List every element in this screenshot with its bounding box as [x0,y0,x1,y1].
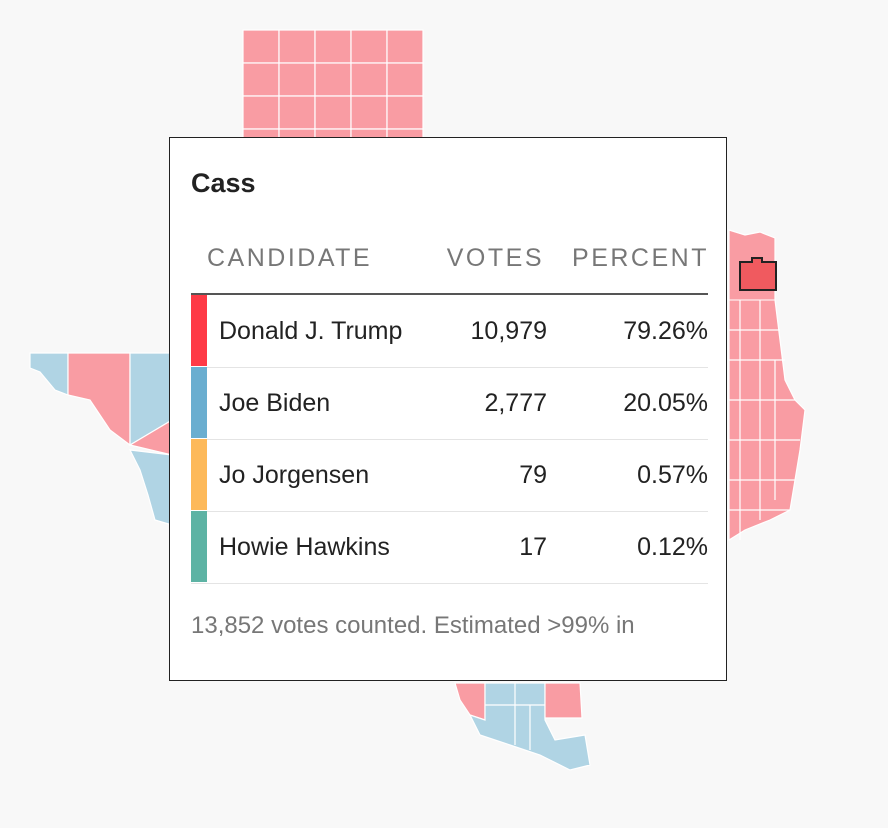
candidate-percent: 79.26% [623,317,708,345]
county-name: Cass [191,168,256,198]
result-row: Joe Biden 2,777 20.05% [191,367,708,440]
candidate-percent: 20.05% [623,389,708,417]
candidate-swatch [191,367,207,438]
county [278,62,316,97]
candidate-votes: 79 [519,461,547,489]
header-votes: VOTES [446,244,544,272]
county [350,62,388,97]
candidate-name: Donald J. Trump [219,317,403,345]
west-counties [29,352,173,526]
county [242,29,280,64]
candidate-name: Jo Jorgensen [219,461,370,489]
candidate-percent: 0.57% [637,461,708,489]
candidate-votes: 2,777 [484,389,547,417]
header-percent: PERCENT [572,244,709,272]
county [350,29,388,64]
candidate-name: Howie Hawkins [219,533,390,561]
county [242,95,280,130]
county [386,62,424,97]
footer-note: 13,852 votes counted. Estimated >99% in [191,612,635,639]
result-row: Jo Jorgensen 79 0.57% [191,439,708,512]
county [242,62,280,97]
east-counties [728,229,806,542]
tooltip: Cass CANDIDATE VOTES PERCENT Donald J. T… [169,137,727,681]
county [314,62,352,97]
candidate-swatch [191,295,207,366]
candidate-swatch [191,511,207,582]
header-candidate: CANDIDATE [207,244,373,272]
candidate-swatch [191,439,207,510]
candidate-votes: 10,979 [470,317,547,345]
county [278,95,316,130]
county [386,29,424,64]
county [350,95,388,130]
result-row: Howie Hawkins 17 0.12% [191,511,708,584]
candidate-votes: 17 [519,533,547,561]
candidate-name: Joe Biden [219,389,331,417]
south-counties [454,682,591,771]
candidate-percent: 0.12% [637,533,708,561]
county [314,29,352,64]
result-row: Donald J. Trump 10,979 79.26% [191,295,708,368]
header-rule [191,293,708,295]
county [278,29,316,64]
selected-county[interactable] [739,257,777,291]
county [314,95,352,130]
county [386,95,424,130]
